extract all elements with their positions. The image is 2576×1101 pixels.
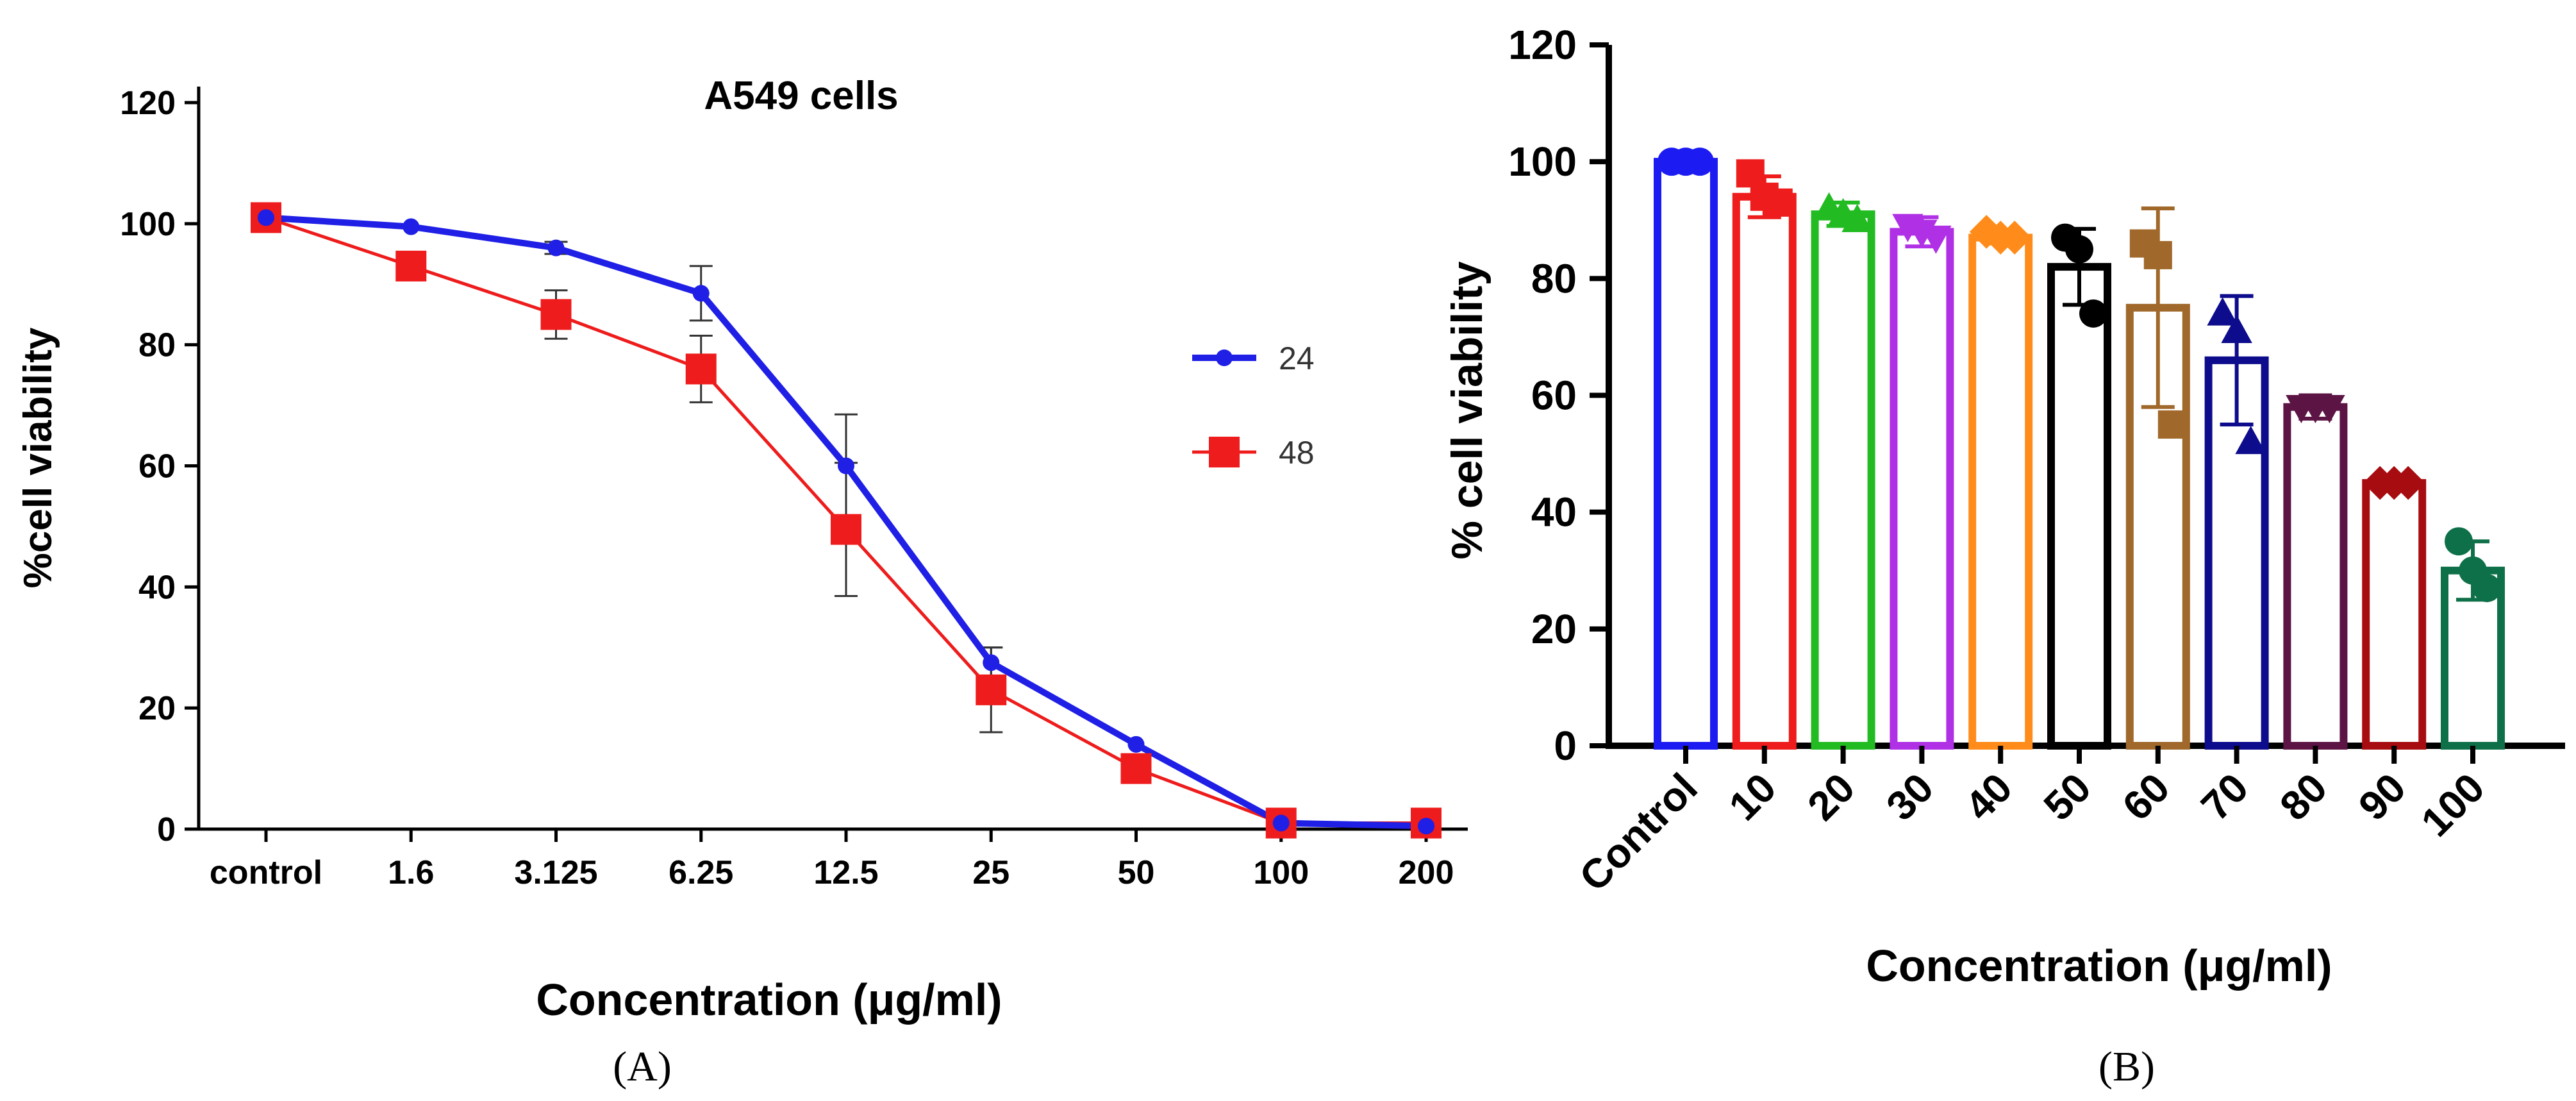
data-point <box>1764 188 1793 217</box>
y-tick-label: 80 <box>1531 255 1577 301</box>
data-point <box>1841 203 1873 232</box>
data-point <box>1997 221 2032 255</box>
data-point-48 <box>685 353 717 385</box>
data-point-24 <box>1272 814 1290 832</box>
x-tick-label: 1.6 <box>388 854 434 891</box>
data-point <box>2235 426 2266 455</box>
data-point <box>2445 527 2473 556</box>
x-tick-label: 80 <box>2271 764 2336 829</box>
bar-10 <box>1732 192 1797 750</box>
x-tick-label: 6.25 <box>669 854 733 891</box>
chart-a-y-axis-label: %cell viability <box>16 327 60 588</box>
x-tick-label: 100 <box>2412 764 2493 845</box>
legend-label-48: 48 <box>1279 435 1315 471</box>
data-point <box>1969 215 2004 249</box>
data-point-48 <box>395 250 427 282</box>
chart-b-y-axis-label: % cell viability <box>1443 261 1492 559</box>
y-tick-label: 20 <box>1531 606 1577 652</box>
data-point <box>2143 240 2172 269</box>
bar-90 <box>2362 479 2427 750</box>
y-tick-label: 20 <box>138 690 176 727</box>
data-point-24 <box>692 285 710 302</box>
data-point <box>2221 315 2252 344</box>
x-tick-label: 20 <box>1799 764 1863 829</box>
x-tick-label: 25 <box>972 854 1010 891</box>
y-tick-label: 120 <box>120 85 176 122</box>
x-tick-label: 30 <box>1877 764 1942 829</box>
data-point-24 <box>1127 735 1145 753</box>
y-tick-label: 0 <box>1554 723 1577 769</box>
panel-label-b: (B) <box>2098 1043 2155 1090</box>
data-point <box>2314 395 2345 424</box>
x-tick-label: Control <box>1570 764 1706 900</box>
legend-marker-24 <box>1216 349 1233 366</box>
data-point <box>1686 147 1714 176</box>
data-point-24 <box>258 209 274 226</box>
chart-a-x-axis-label: Concentration (μg/ml) <box>536 975 1002 1025</box>
chart-a: A549 cells 0 20 40 60 80 100 120 control 1.6 3.1… <box>16 74 1468 1090</box>
data-point-48 <box>976 674 1007 705</box>
data-point <box>2065 235 2093 264</box>
data-point-48 <box>831 514 861 545</box>
data-point-48 <box>1120 753 1152 784</box>
x-tick-label: 3.125 <box>514 854 597 891</box>
x-tick-label: control <box>210 854 322 891</box>
data-point-24 <box>1418 818 1434 835</box>
x-tick-label: 70 <box>2192 764 2257 829</box>
chart-a-title: A549 cells <box>704 74 898 118</box>
x-tick-label: 40 <box>1956 764 2021 829</box>
y-tick-label: 120 <box>1508 22 1577 68</box>
y-tick-label: 40 <box>138 569 176 606</box>
data-point <box>2207 297 2238 326</box>
x-tick-label: 200 <box>1399 854 1454 891</box>
legend-marker-48 <box>1209 437 1240 467</box>
x-tick-label: 10 <box>1720 764 1784 829</box>
legend-label-24: 24 <box>1279 340 1315 376</box>
bar-40 <box>1968 233 2033 750</box>
data-point-48 <box>540 299 572 330</box>
x-tick-label: 90 <box>2350 764 2414 829</box>
bar-Control <box>1654 158 1718 750</box>
panel-label-a: (A) <box>613 1043 672 1090</box>
data-point-24 <box>838 457 854 475</box>
y-tick-label: 100 <box>120 206 176 243</box>
bar-50 <box>2047 263 2111 750</box>
data-point-24 <box>983 654 1000 671</box>
data-point <box>2157 410 2186 439</box>
bar-30 <box>1890 228 1954 750</box>
data-point <box>1920 225 1952 254</box>
x-tick-label: 100 <box>1253 854 1309 891</box>
data-point-24 <box>403 218 420 235</box>
y-tick-label: 60 <box>138 448 176 485</box>
y-tick-label: 80 <box>138 327 176 364</box>
data-point <box>2079 299 2107 328</box>
data-point <box>2473 574 2501 603</box>
data-point <box>2391 466 2425 500</box>
x-tick-label: 50 <box>2035 764 2100 829</box>
y-tick-label: 100 <box>1508 139 1577 185</box>
y-tick-label: 40 <box>1531 489 1577 535</box>
y-tick-label: 60 <box>1531 373 1577 419</box>
y-tick-label: 0 <box>157 811 176 848</box>
bar-20 <box>1811 210 1875 750</box>
x-tick-label: 50 <box>1118 854 1155 891</box>
data-point-24 <box>547 239 565 256</box>
x-tick-label: 60 <box>2113 764 2178 829</box>
chart-b-x-axis-label: Concentration (μg/ml) <box>1866 941 2332 991</box>
x-tick-label: 12.5 <box>813 854 878 891</box>
bar-80 <box>2283 403 2348 750</box>
